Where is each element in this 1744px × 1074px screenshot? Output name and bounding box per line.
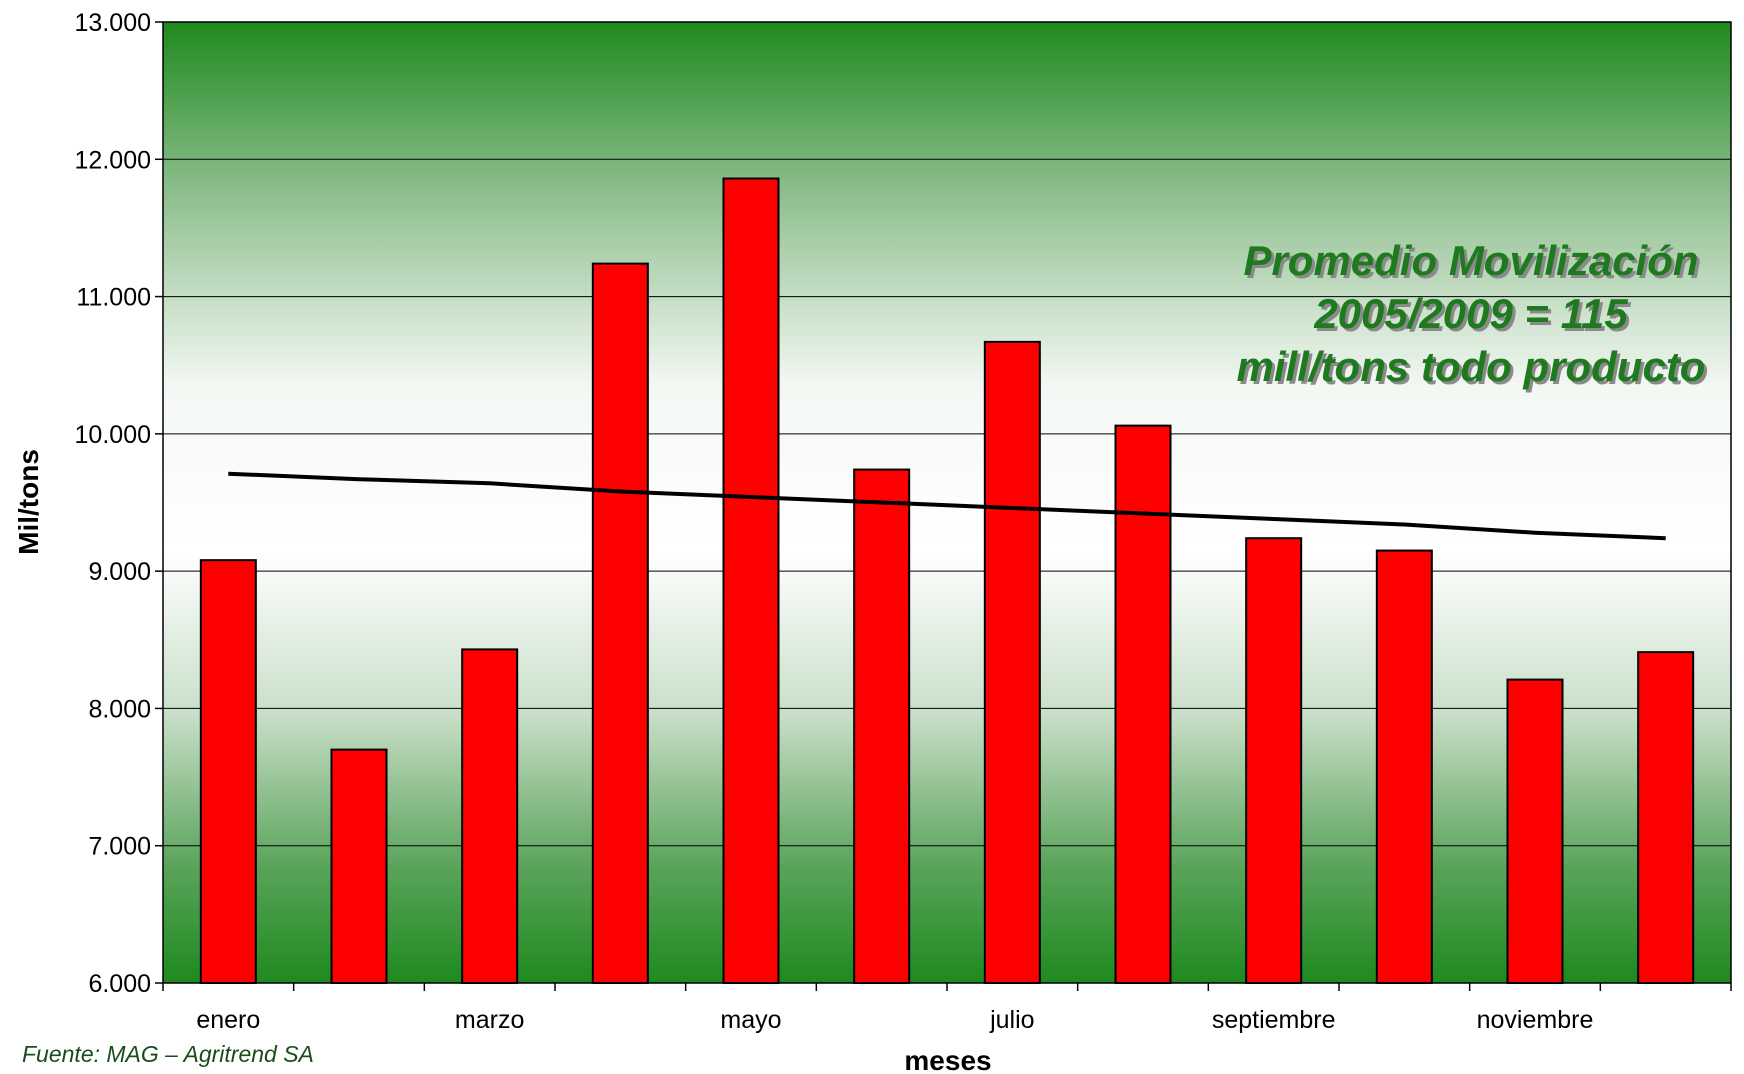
axes: 6.000 7.000 8.000 9.000 10.000 11.000 12.000 13… <box>75 9 1732 1034</box>
plot-area <box>162 21 1732 984</box>
annotation-line-1: Promedio Movilización <box>1243 237 1698 284</box>
bar-junio <box>853 468 911 984</box>
bar-enero <box>199 559 257 984</box>
bar-septiembre <box>1245 537 1303 984</box>
x-tick-label: marzo <box>455 1006 524 1034</box>
x-tick-label: julio <box>989 1006 1034 1034</box>
x-axis-title: meses <box>904 1045 991 1074</box>
y-tick-label: 11.000 <box>76 284 151 312</box>
y-axis-title: Mil/tons <box>13 449 44 555</box>
y-tick-label: 7.000 <box>88 833 151 861</box>
x-tick-label: noviembre <box>1477 1006 1594 1034</box>
bar-marzo <box>461 648 519 984</box>
x-tick-label: septiembre <box>1212 1006 1336 1034</box>
trend-line-group <box>228 471 1666 541</box>
bar-agosto <box>1114 424 1172 984</box>
bar-julio <box>983 340 1041 984</box>
y-tick-label: 10.000 <box>75 421 151 449</box>
y-tick-label: 9.000 <box>88 558 151 586</box>
y-tick-label: 12.000 <box>75 146 151 174</box>
bars <box>199 177 1695 984</box>
x-tick-label: mayo <box>720 1006 781 1034</box>
bar-febrero <box>330 748 388 984</box>
source-note: Fuente: MAG – Agritrend SA <box>22 1041 314 1067</box>
svg-text:Promedio Movilización: Promedio Movilización <box>1246 240 1701 287</box>
bar-octubre <box>1375 549 1433 984</box>
annotation-line-3: mill/tons todo producto <box>1237 343 1706 390</box>
bar-mayo <box>722 177 780 984</box>
y-tick-label: 6.000 <box>88 970 151 998</box>
bar-diciembre <box>1637 651 1695 984</box>
trend-line <box>228 471 1666 541</box>
annotation: Promedio Movilización Promedio Movilizac… <box>1237 237 1709 393</box>
x-tick-label: enero <box>196 1006 260 1034</box>
y-tick-label: 8.000 <box>88 695 151 723</box>
bar-noviembre <box>1506 678 1564 984</box>
svg-text:2005/2009 = 115: 2005/2009 = 115 <box>1316 293 1631 340</box>
y-tick-label: 13.000 <box>75 9 151 37</box>
gridlines <box>163 158 1731 847</box>
annotation-line-2: 2005/2009 = 115 <box>1313 290 1628 337</box>
svg-text:mill/tons todo producto: mill/tons todo producto <box>1240 346 1709 393</box>
bar-abril <box>591 262 649 984</box>
